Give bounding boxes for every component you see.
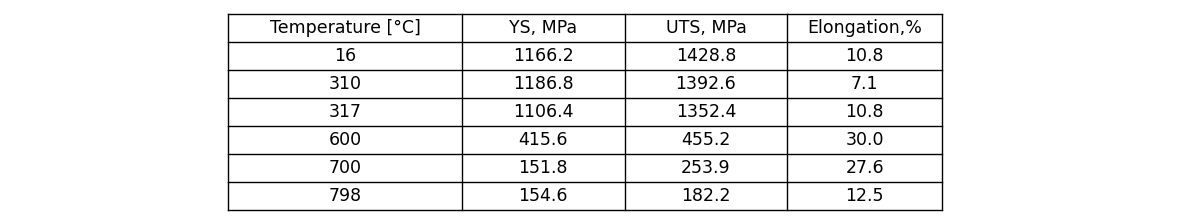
Text: 182.2: 182.2: [681, 187, 731, 205]
Text: 10.8: 10.8: [845, 47, 884, 65]
Text: 415.6: 415.6: [519, 131, 568, 149]
Text: 1166.2: 1166.2: [513, 47, 574, 65]
Text: Temperature [°C]: Temperature [°C]: [270, 19, 420, 37]
Text: 798: 798: [328, 187, 362, 205]
Text: 1392.6: 1392.6: [676, 75, 737, 93]
Text: Elongation,%: Elongation,%: [807, 19, 922, 37]
Text: 30.0: 30.0: [845, 131, 884, 149]
Text: 317: 317: [328, 103, 362, 121]
Text: 1106.4: 1106.4: [513, 103, 574, 121]
Text: 10.8: 10.8: [845, 103, 884, 121]
Text: 455.2: 455.2: [682, 131, 731, 149]
Text: 310: 310: [328, 75, 362, 93]
Text: 253.9: 253.9: [681, 159, 731, 177]
Text: 151.8: 151.8: [519, 159, 568, 177]
Text: 1428.8: 1428.8: [676, 47, 737, 65]
Text: 1186.8: 1186.8: [513, 75, 574, 93]
Text: 27.6: 27.6: [845, 159, 884, 177]
Text: 16: 16: [334, 47, 356, 65]
Text: YS, MPa: YS, MPa: [509, 19, 577, 37]
Text: 700: 700: [328, 159, 362, 177]
Text: UTS, MPa: UTS, MPa: [665, 19, 746, 37]
Text: 7.1: 7.1: [851, 75, 878, 93]
Text: 1352.4: 1352.4: [676, 103, 737, 121]
Text: 600: 600: [328, 131, 362, 149]
Text: 154.6: 154.6: [519, 187, 568, 205]
Text: 12.5: 12.5: [845, 187, 884, 205]
